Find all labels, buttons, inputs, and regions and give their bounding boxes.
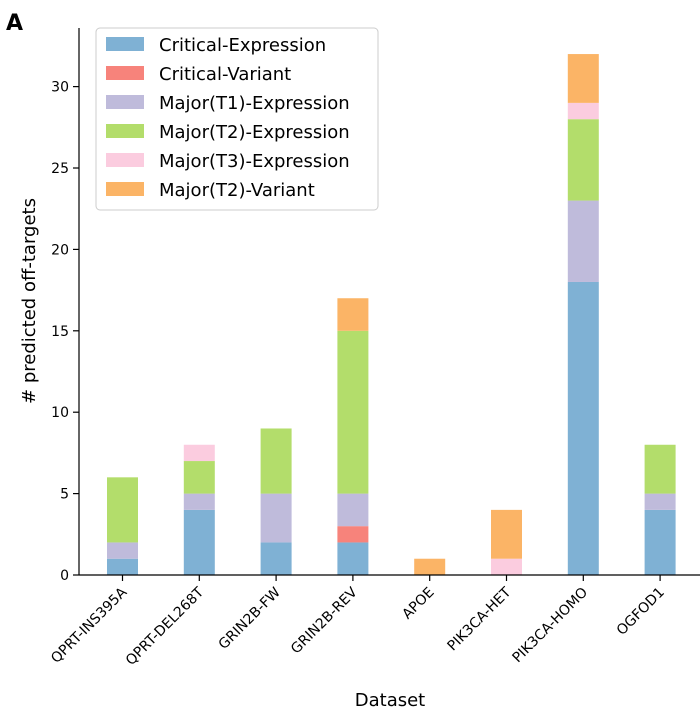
x-tick-label: PIK3CA-HOMO [510,585,592,667]
legend-label: Major(T1)-Expression [159,93,350,114]
y-axis: 0 5 10 15 20 25 30 [51,28,80,584]
bar-segment [644,493,676,510]
bar-segment [107,542,138,559]
x-tick-label: QPRT-DEL268T [123,584,208,669]
bar-segment [414,558,446,575]
bar-segment [644,444,676,494]
legend-swatch [106,182,144,196]
bar-segment [644,509,676,575]
bar-segment [337,526,369,543]
bar-segment [107,477,138,543]
legend: Critical-Expression Critical-Variant Major… [95,27,379,211]
y-tick-label: 0 [60,568,69,584]
x-tick-label: GRIN2B-FW [216,584,284,652]
bar-segment [260,542,292,575]
bar-segment [337,542,369,575]
bar-segment [491,558,522,575]
bar-segment [567,119,599,201]
legend-label: Major(T2)-Variant [159,180,315,201]
bar-segment [567,102,599,120]
bar-segment [260,428,292,494]
y-axis-label: # predicted off-targets [19,198,40,404]
bar-segment [183,493,215,510]
bar-segment [337,330,369,494]
bar-segment [183,444,215,462]
bar-segment [260,493,292,543]
bar-segment [107,558,138,575]
legend-label: Major(T2)-Expression [159,122,350,143]
bar-segment [337,493,369,527]
bar-segment [337,298,369,331]
legend-swatch [106,37,144,51]
legend-label: Critical-Variant [159,64,291,85]
legend-swatch [106,95,144,109]
x-tick-label: QPRT-INS395A [48,584,131,667]
bar-segment [183,509,215,575]
y-tick-label: 10 [51,405,69,421]
y-tick-label: 20 [51,242,69,258]
x-tick-label: GRIN2B-REV [288,584,361,657]
y-tick-label: 5 [60,487,69,503]
bar-segment [567,54,599,103]
legend-label: Major(T3)-Expression [159,151,350,172]
x-tick-label: OGFOD1 [614,585,668,639]
legend-swatch [106,124,144,138]
legend-swatch [106,66,144,80]
bar-segment [491,509,522,559]
bar-segment [567,281,599,575]
x-tick-label: APOE [399,585,437,623]
legend-label: Critical-Expression [159,35,326,56]
bars [107,54,676,575]
panel-label: A [6,11,23,36]
y-tick-label: 30 [51,80,69,96]
y-tick-label: 25 [51,161,69,177]
x-axis-label: Dataset [355,690,426,711]
x-tick-label: PIK3CA-HET [445,584,515,654]
bar-segment [183,461,215,494]
y-tick-label: 15 [51,324,69,340]
legend-swatch [106,153,144,167]
bar-segment [567,200,599,282]
